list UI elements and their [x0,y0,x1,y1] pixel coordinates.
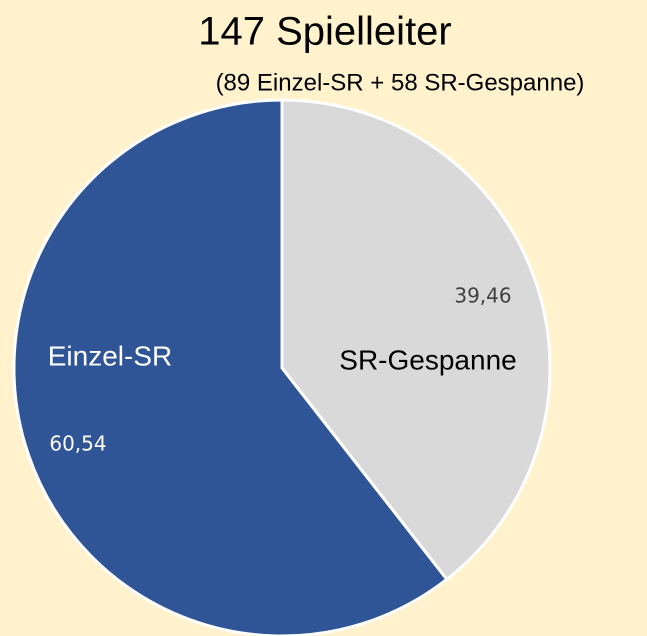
chart-title: 147 Spielleiter [198,10,452,54]
pie [12,98,552,636]
chart-subtitle: (89 Einzel-SR + 58 SR-Gespanne) [216,69,585,96]
value-label: 39,46 [454,284,511,308]
value-label: 60,54 [49,432,106,456]
category-label: Einzel-SR [48,340,172,371]
pie-slice [12,98,449,636]
pie-slice [280,98,552,582]
category-label: SR-Gespanne [339,344,516,375]
